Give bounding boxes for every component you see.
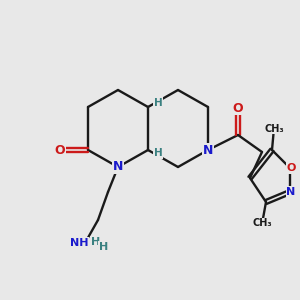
Text: O: O	[286, 163, 296, 173]
Text: O: O	[233, 101, 243, 115]
Text: CH₃: CH₃	[264, 124, 284, 134]
Text: NH: NH	[70, 238, 88, 248]
Text: CH₃: CH₃	[252, 218, 272, 228]
Text: H: H	[154, 148, 162, 158]
Text: N: N	[286, 187, 296, 197]
Text: N: N	[203, 143, 213, 157]
Text: N: N	[113, 160, 123, 173]
Text: H: H	[154, 98, 162, 108]
Text: H: H	[91, 237, 100, 247]
Text: O: O	[55, 143, 65, 157]
Text: H: H	[99, 242, 108, 252]
